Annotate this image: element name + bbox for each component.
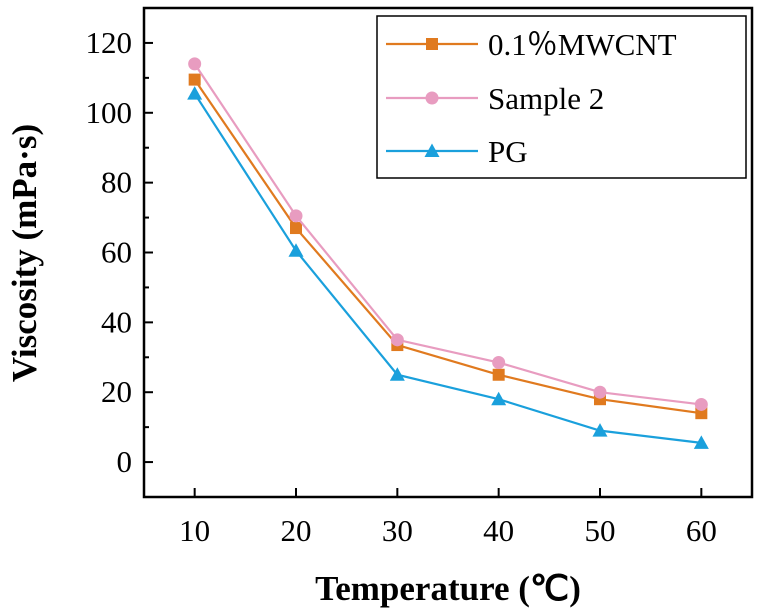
x-tick-label: 20 [281, 513, 312, 548]
data-point [492, 356, 506, 370]
legend-items: 0.1％MWCNT Sample 2 PG [386, 27, 677, 169]
data-point [290, 222, 302, 235]
data-point [694, 397, 708, 411]
series-line [193, 63, 702, 406]
legend-marker [424, 143, 440, 157]
legend-label: Sample 2 [488, 81, 604, 116]
x-axis-ticks: 10 20 30 40 50 60 [179, 488, 717, 548]
data-point [592, 423, 608, 437]
legend-label: 0.1％MWCNT [488, 27, 677, 62]
y-tick-label: 20 [101, 374, 132, 409]
legend-item: PG [386, 134, 528, 169]
data-point [693, 435, 709, 449]
y-axis-title: Viscosity (mPa·s) [5, 124, 44, 382]
legend-item: Sample 2 [386, 81, 604, 116]
x-tick-label: 30 [382, 513, 413, 548]
legend: 0.1％MWCNT Sample 2 PG [376, 15, 747, 179]
series-line [193, 92, 702, 444]
x-tick-label: 40 [483, 513, 514, 548]
y-tick-label: 120 [86, 25, 133, 60]
series-1 [188, 57, 708, 411]
data-point [389, 367, 405, 381]
legend-marker [425, 91, 439, 105]
x-axis-title: Temperature (℃) [315, 569, 581, 608]
data-point [187, 86, 203, 100]
x-tick-label: 10 [179, 513, 210, 548]
data-point [288, 243, 304, 257]
data-point [188, 57, 202, 71]
legend-marker [426, 38, 438, 50]
data-point [492, 368, 505, 381]
data-point [593, 385, 607, 399]
series-2 [187, 86, 709, 449]
data-point [491, 391, 507, 406]
y-tick-label: 40 [101, 304, 132, 339]
data-point [188, 73, 201, 86]
series-line [193, 78, 702, 415]
data-point [289, 209, 303, 223]
legend-label: PG [488, 134, 528, 169]
x-tick-label: 50 [585, 513, 616, 548]
y-axis-ticks: 0 20 40 60 80 100 120 [86, 25, 153, 479]
legend-item: 0.1％MWCNT [386, 27, 677, 62]
y-tick-label: 60 [101, 235, 132, 270]
series-layer [187, 57, 709, 449]
data-point [390, 333, 404, 347]
x-tick-label: 60 [686, 513, 717, 548]
y-tick-label: 100 [86, 95, 133, 130]
y-tick-label: 80 [101, 165, 132, 200]
y-tick-label: 0 [117, 444, 133, 479]
